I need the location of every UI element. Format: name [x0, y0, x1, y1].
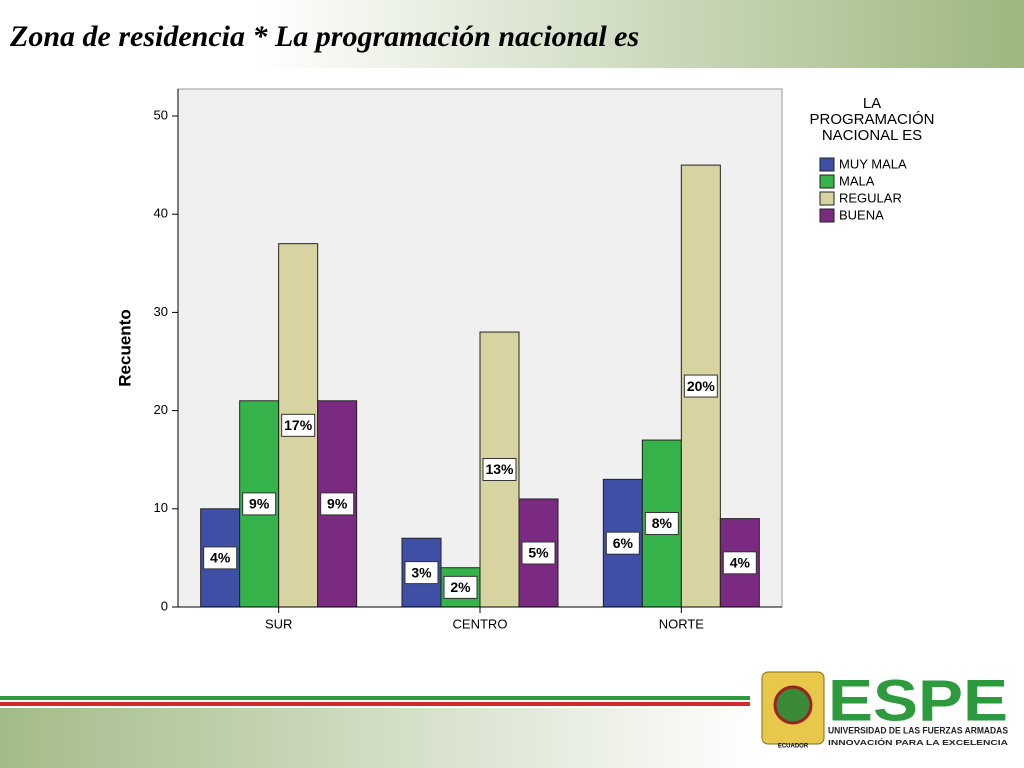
legend-swatch [819, 191, 835, 206]
footer-line [0, 696, 750, 700]
data-label: 9% [327, 496, 348, 512]
data-label: 5% [528, 545, 549, 561]
data-label: 9% [249, 496, 270, 512]
data-label: 8% [652, 515, 673, 531]
title-bar [0, 0, 1024, 68]
legend-title: PROGRAMACIÓN [809, 111, 934, 128]
legend-swatch [819, 208, 835, 223]
x-tick-label: SUR [265, 616, 292, 631]
legend-title: LA [863, 95, 881, 112]
y-tick-label: 0 [161, 598, 168, 613]
data-label: 2% [450, 579, 471, 595]
footer-line [0, 702, 750, 706]
legend-swatch [819, 174, 835, 189]
legend-label: BUENA [839, 207, 884, 222]
emblem [773, 685, 813, 725]
y-tick-label: 50 [154, 107, 168, 122]
y-axis-label: Recuento [115, 309, 134, 386]
logo-name: ESPE [828, 668, 1008, 733]
data-label-box [203, 546, 238, 570]
logo-line: UNIVERSIDAD DE LAS FUERZAS ARMADAS [828, 725, 1008, 735]
data-label-box [722, 551, 757, 575]
y-tick-label: 30 [154, 304, 168, 319]
data-label: 6% [613, 535, 634, 551]
legend-title: NACIONAL ES [822, 127, 922, 144]
y-tick-label: 10 [154, 500, 168, 515]
legend-label: REGULAR [839, 190, 902, 205]
data-label-box [482, 458, 517, 482]
data-label: 4% [730, 555, 751, 571]
slide-title: Zona de residencia * La programación nac… [10, 20, 640, 53]
legend-label: MUY MALA [839, 156, 907, 171]
legend-swatch [819, 157, 835, 172]
x-tick-label: CENTRO [453, 616, 508, 631]
footer-bar [0, 708, 760, 768]
logo: ECUADOR ESPE UNIVERSIDAD DE LAS FUERZAS … [761, 668, 1008, 750]
data-label: 3% [411, 564, 432, 580]
legend-label: MALA [839, 173, 875, 188]
data-label-box [443, 575, 478, 599]
data-label-box [404, 561, 439, 585]
logo-line: INNOVACIÓN PARA LA EXCELENCIA [828, 738, 1008, 747]
y-tick-label: 20 [154, 402, 168, 417]
data-label-box [521, 541, 556, 565]
emblem-text: ECUADOR [778, 744, 809, 750]
data-label-box [605, 531, 640, 555]
data-label: 13% [485, 461, 514, 477]
data-label: 4% [210, 550, 231, 566]
x-tick-label: NORTE [659, 616, 705, 631]
data-label: 17% [284, 417, 313, 433]
data-label-box [320, 492, 355, 516]
data-label: 20% [687, 378, 716, 394]
data-label-box [242, 492, 277, 516]
y-tick-label: 40 [154, 206, 168, 221]
data-label-box [644, 512, 679, 536]
data-label-box [281, 413, 316, 437]
data-label-box [683, 374, 718, 398]
